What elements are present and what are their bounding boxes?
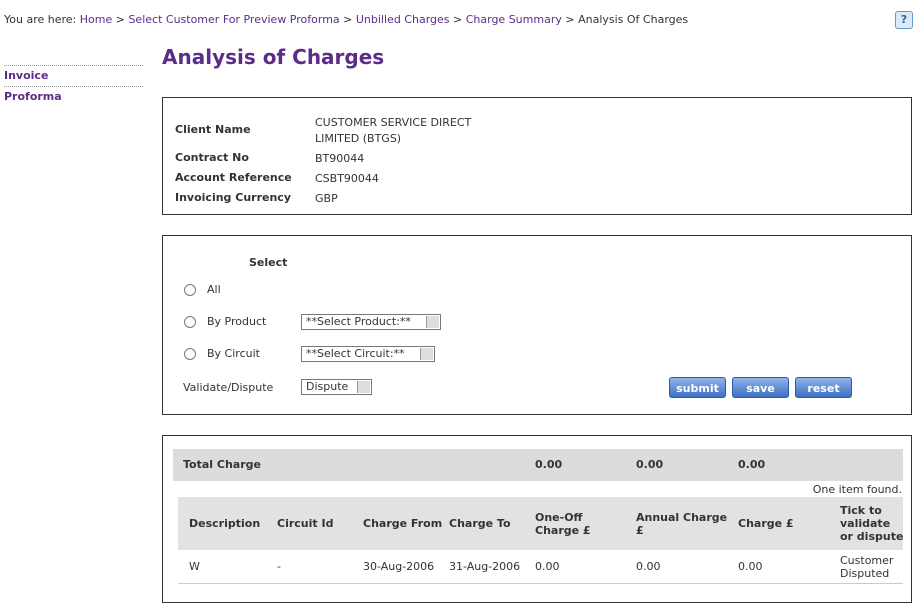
breadcrumb-link[interactable]: Unbilled Charges — [355, 13, 450, 26]
separator: > — [343, 13, 353, 26]
page-title: Analysis of Charges — [162, 45, 385, 69]
divider — [4, 86, 143, 87]
save-button[interactable]: save — [732, 377, 789, 398]
radio-label: All — [207, 283, 221, 296]
sidebar-link[interactable]: Proforma — [4, 90, 62, 103]
field-value: CSBT90044 — [315, 172, 379, 185]
separator: > — [565, 13, 575, 26]
field-value: BT90044 — [315, 152, 365, 165]
table-cell: 0.00 — [535, 560, 560, 573]
column-header: Charge From — [363, 517, 443, 530]
field-label: Invoicing Currency — [175, 191, 291, 204]
validate-dropdown[interactable]: Dispute — [301, 379, 372, 395]
client-info-panel: Client Name CUSTOMER SERVICE DIRECT LIMI… — [162, 97, 912, 215]
separator: > — [115, 13, 125, 26]
divider — [4, 65, 143, 66]
help-icon[interactable]: ? — [895, 11, 913, 29]
field-value: GBP — [315, 192, 338, 205]
reset-button[interactable]: reset — [795, 377, 852, 398]
field-label: Contract No — [175, 151, 249, 164]
charges-panel: Total Charge 0.00 0.00 0.00 One item fou… — [162, 435, 912, 603]
field-value: CUSTOMER SERVICE DIRECT LIMITED (BTGS) — [315, 116, 472, 145]
radio-label: By Circuit — [207, 347, 260, 360]
select-panel: Select All By Product **Select Product:*… — [162, 235, 912, 415]
header-row — [178, 497, 903, 550]
radio[interactable] — [184, 348, 196, 360]
column-header: One-Off Charge £ — [535, 510, 591, 537]
radio-label: By Product — [207, 315, 267, 328]
total-value: 0.00 — [738, 458, 766, 471]
total-value: 0.00 — [535, 458, 563, 471]
breadcrumb-current: Analysis Of Charges — [578, 13, 689, 26]
separator: > — [453, 13, 463, 26]
field-label: Validate/Dispute — [183, 381, 274, 394]
table-cell: W — [189, 560, 200, 573]
field-label: Account Reference — [175, 171, 292, 184]
status-text: One item found. — [812, 483, 902, 496]
sidebar-link[interactable]: Invoice — [4, 69, 49, 82]
total-label: Total Charge — [183, 458, 261, 471]
table-cell: - — [277, 560, 281, 573]
table-cell: 0.00 — [636, 560, 661, 573]
radio[interactable] — [184, 316, 196, 328]
total-value: 0.00 — [636, 458, 664, 471]
column-header: Circuit Id — [277, 517, 334, 530]
total-row — [173, 449, 903, 481]
circuit-dropdown[interactable]: **Select Circuit:** — [301, 346, 435, 362]
column-header: Charge £ — [738, 517, 794, 530]
table-cell: 30-Aug-2006 — [363, 560, 435, 573]
field-label: Client Name — [175, 123, 251, 136]
column-header: Annual Charge £ — [636, 510, 728, 537]
breadcrumb: You are here: Home > Select Customer For… — [4, 13, 688, 26]
column-header: Tick to validate or dispute — [840, 504, 904, 543]
breadcrumb-link[interactable]: Select Customer For Preview Proforma — [128, 13, 340, 26]
table-cell: Customer Disputed — [840, 553, 894, 580]
product-dropdown[interactable]: **Select Product:** — [301, 314, 441, 330]
submit-button[interactable]: submit — [669, 377, 726, 398]
table-cell: 31-Aug-2006 — [449, 560, 521, 573]
breadcrumb-prefix: You are here: — [4, 13, 77, 26]
column-header: Description — [189, 517, 261, 530]
breadcrumb-link[interactable]: Charge Summary — [465, 13, 562, 26]
data-row — [178, 550, 903, 584]
table-cell: 0.00 — [738, 560, 763, 573]
breadcrumb-link[interactable]: Home — [79, 13, 113, 26]
column-header: Charge To — [449, 517, 511, 530]
section-heading: Select — [249, 256, 288, 269]
radio[interactable] — [184, 284, 196, 296]
